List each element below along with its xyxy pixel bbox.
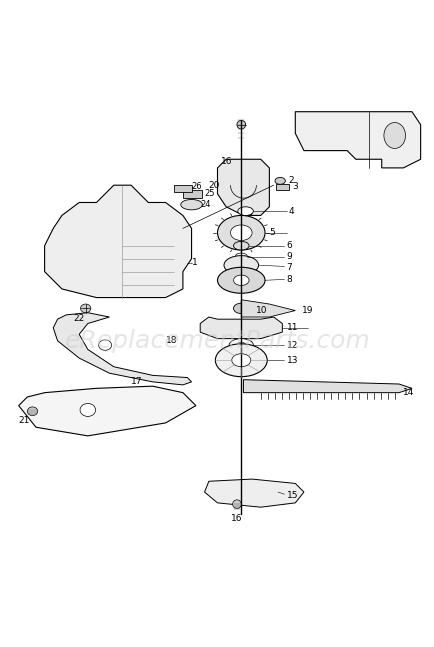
Text: 21: 21: [19, 417, 30, 426]
Ellipse shape: [229, 338, 253, 351]
Ellipse shape: [237, 120, 245, 129]
Ellipse shape: [27, 407, 38, 415]
Ellipse shape: [99, 340, 112, 350]
Text: 5: 5: [269, 228, 274, 237]
Text: 20: 20: [208, 181, 219, 190]
Text: 3: 3: [291, 182, 297, 192]
Text: 15: 15: [286, 491, 297, 500]
Ellipse shape: [230, 225, 251, 241]
Ellipse shape: [224, 256, 258, 275]
Text: 7: 7: [286, 263, 292, 272]
Text: 16: 16: [230, 514, 242, 523]
Text: 1: 1: [191, 259, 197, 267]
Bar: [174, 185, 191, 192]
Polygon shape: [45, 185, 191, 298]
Text: 24: 24: [200, 200, 210, 209]
Ellipse shape: [383, 122, 404, 148]
Text: 12: 12: [286, 340, 297, 349]
Ellipse shape: [80, 404, 95, 417]
Text: 19: 19: [301, 306, 312, 315]
Ellipse shape: [217, 267, 264, 293]
Text: 26: 26: [191, 182, 202, 191]
Ellipse shape: [80, 304, 91, 313]
Text: 22: 22: [73, 314, 85, 323]
Text: 13: 13: [286, 356, 297, 365]
Text: 6: 6: [286, 241, 292, 250]
Text: eReplacementParts.com: eReplacementParts.com: [65, 329, 369, 353]
Text: 17: 17: [131, 377, 142, 386]
Text: 2: 2: [288, 175, 294, 184]
Ellipse shape: [274, 177, 285, 184]
Ellipse shape: [233, 241, 249, 250]
Polygon shape: [200, 317, 282, 338]
Text: 10: 10: [256, 306, 267, 315]
Text: 14: 14: [402, 388, 414, 397]
Polygon shape: [295, 112, 420, 168]
Ellipse shape: [235, 253, 247, 260]
Text: 4: 4: [288, 206, 294, 215]
Ellipse shape: [233, 303, 249, 314]
Ellipse shape: [232, 500, 241, 509]
Ellipse shape: [217, 215, 264, 250]
Ellipse shape: [237, 207, 253, 215]
Ellipse shape: [237, 342, 245, 348]
Text: 11: 11: [286, 324, 297, 333]
Ellipse shape: [231, 354, 250, 367]
Text: 9: 9: [286, 252, 292, 261]
Text: 8: 8: [286, 275, 292, 284]
Polygon shape: [217, 159, 269, 215]
Ellipse shape: [181, 199, 202, 210]
Text: 16: 16: [220, 157, 232, 166]
Ellipse shape: [215, 344, 266, 377]
Bar: [275, 184, 288, 190]
Bar: [183, 190, 202, 198]
Polygon shape: [243, 380, 411, 393]
Polygon shape: [53, 313, 191, 385]
Polygon shape: [204, 479, 303, 507]
Text: 25: 25: [204, 190, 214, 199]
Text: 18: 18: [165, 336, 177, 345]
Ellipse shape: [233, 275, 249, 285]
Polygon shape: [19, 386, 195, 436]
Polygon shape: [241, 300, 295, 317]
